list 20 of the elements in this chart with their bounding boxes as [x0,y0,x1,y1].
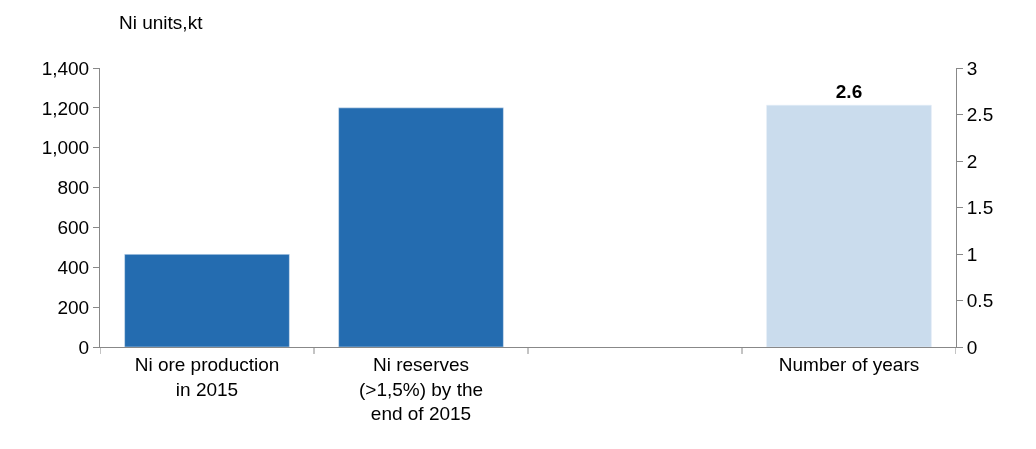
y-axis-title: Ni units,kt [119,12,204,33]
y-tick-label: 600 [57,217,90,239]
y2-tick-label: 1.5 [966,197,994,219]
x-tick-label: Number of years [778,353,920,375]
y-tick-label: 400 [57,256,90,278]
y2-tick-label: 2 [966,150,978,172]
y-tick-label: 200 [57,296,90,318]
y2-tick-label: 3 [966,57,978,79]
x-tick-label: Ni ore production in 2015 [134,353,280,400]
y2-tick-label: 0 [966,336,978,358]
y2-tick-label: 0.5 [966,290,994,312]
y2-tick-label: 1 [966,243,978,265]
y2-tick-label: 2.5 [966,104,994,126]
y-tick-label: 1,200 [41,97,90,119]
x-tick-label: Ni reserves (>1,5%) by the end of 2015 [358,353,484,425]
y-tick-label: 800 [57,177,90,199]
y-tick-label: 1,000 [41,137,90,159]
data-label: 2.6 [835,81,863,103]
y-tick-label: 0 [78,336,90,358]
y-tick-label: 1,400 [41,57,90,79]
